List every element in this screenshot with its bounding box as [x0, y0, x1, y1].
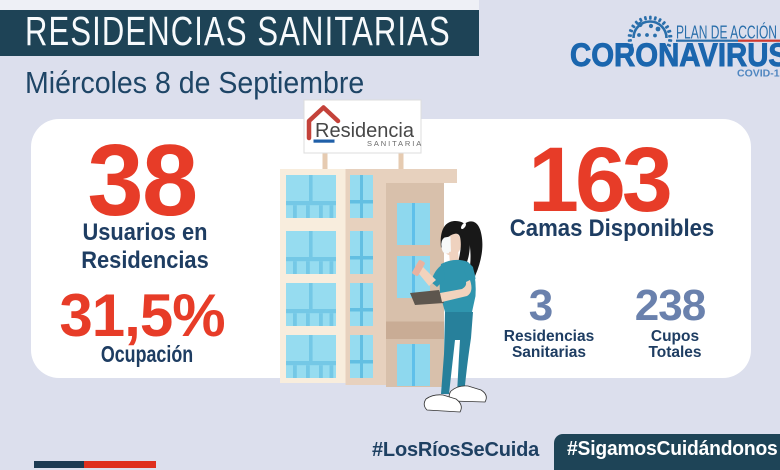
- svg-text:COVID-19: COVID-19: [737, 68, 780, 80]
- svg-text:Residencia: Residencia: [315, 120, 415, 142]
- svg-text:PLAN DE ACCIÓN: PLAN DE ACCIÓN: [676, 22, 777, 43]
- svg-text:SANITARIA: SANITARIA: [367, 139, 423, 148]
- svg-text:CORONAVIRUS: CORONAVIRUS: [570, 37, 780, 73]
